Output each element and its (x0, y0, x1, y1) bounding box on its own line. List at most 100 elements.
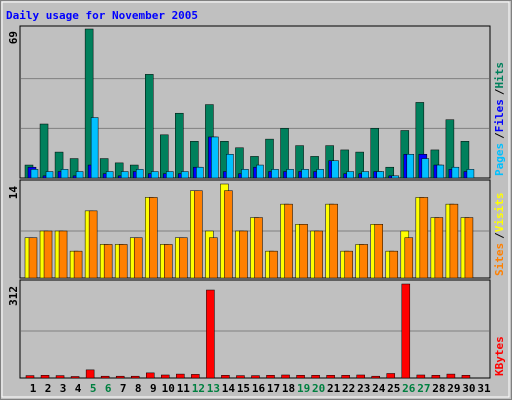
bar (449, 203, 459, 279)
bar (90, 117, 99, 179)
legend-entry: KBytes (493, 336, 506, 376)
bar (206, 289, 215, 379)
bar (146, 372, 155, 379)
bar (224, 190, 233, 279)
bar (404, 237, 414, 279)
bar (466, 169, 475, 179)
bar (434, 217, 444, 279)
x-tick-label: 13 (207, 382, 220, 395)
bar (269, 250, 278, 279)
bar (43, 230, 53, 279)
bar (226, 153, 234, 179)
x-tick-label: 8 (135, 382, 142, 395)
x-tick-label: 21 (327, 382, 341, 395)
x-tick-label: 18 (282, 382, 295, 395)
bar (296, 375, 305, 379)
panel (19, 279, 491, 379)
bar (254, 217, 263, 279)
bar (446, 373, 456, 379)
bar (236, 375, 245, 379)
y-tick-label: 312 (7, 286, 20, 306)
bar (299, 224, 308, 279)
bar (286, 169, 294, 179)
bar (301, 169, 309, 179)
bar (389, 250, 399, 279)
x-tick-label: 17 (267, 382, 280, 395)
bar (239, 230, 248, 279)
x-tick-label: 12 (192, 382, 205, 395)
bar (70, 376, 80, 379)
x-tick-label: 26 (402, 382, 416, 395)
bar (376, 171, 384, 179)
x-tick-label: 16 (252, 382, 266, 395)
bar (164, 244, 173, 279)
y-tick-label: 69 (7, 31, 20, 44)
bar (161, 374, 170, 379)
bar (251, 375, 260, 379)
x-tick-label: 30 (462, 382, 475, 395)
bar (176, 373, 185, 379)
bar (130, 375, 140, 379)
chart-title: Daily usage for November 2005 (6, 9, 198, 22)
bar (194, 190, 203, 279)
bar (30, 169, 39, 179)
bar (331, 160, 339, 179)
x-tick-label: 9 (150, 382, 157, 395)
bar (271, 169, 279, 179)
x-tick-label: 2 (45, 382, 52, 395)
bar (356, 374, 365, 379)
bar (359, 244, 368, 279)
bar (209, 237, 218, 279)
bar (451, 166, 460, 179)
x-tick-label: 28 (432, 382, 445, 395)
legend-separator: / (493, 88, 506, 95)
x-tick-label: 15 (237, 382, 250, 395)
bar (45, 171, 54, 179)
bar (371, 375, 380, 379)
bar (241, 169, 249, 179)
bar (401, 283, 411, 379)
x-tick-label: 19 (297, 382, 310, 395)
bar (266, 375, 275, 379)
bar (281, 374, 290, 379)
bar (166, 171, 174, 179)
bar (431, 375, 441, 379)
bar (416, 374, 426, 379)
bar (40, 375, 50, 379)
bar (386, 373, 396, 379)
x-tick-label: 3 (60, 382, 67, 395)
bar (179, 237, 188, 279)
bar (341, 375, 350, 379)
bar (191, 374, 200, 379)
x-tick-label: 11 (177, 382, 191, 395)
legend: KBytes (493, 336, 506, 376)
bar (120, 171, 129, 179)
bar (344, 250, 353, 279)
legend-entry: Files (493, 99, 506, 132)
bar (316, 169, 324, 179)
bar (374, 224, 383, 279)
legend-entry: Visits (493, 193, 506, 233)
x-tick-label: 31 (477, 382, 491, 395)
legend: Pages/Files/Hits (493, 62, 506, 176)
x-tick-label: 22 (342, 382, 355, 395)
bar (406, 153, 415, 179)
bar (346, 171, 354, 179)
bar (58, 230, 68, 279)
y-tick-label: 14 (7, 186, 20, 200)
x-tick-label: 6 (105, 382, 112, 395)
bar (133, 237, 143, 279)
bar (421, 158, 430, 179)
bar (105, 171, 114, 179)
bar (175, 112, 184, 179)
bar (60, 169, 69, 179)
bar (25, 375, 35, 379)
bar (118, 244, 128, 279)
bar (391, 175, 400, 179)
bar (256, 164, 264, 179)
x-tick-label: 4 (75, 382, 82, 395)
bar (75, 171, 84, 179)
bar (145, 74, 154, 179)
x-tick-label: 20 (312, 382, 325, 395)
